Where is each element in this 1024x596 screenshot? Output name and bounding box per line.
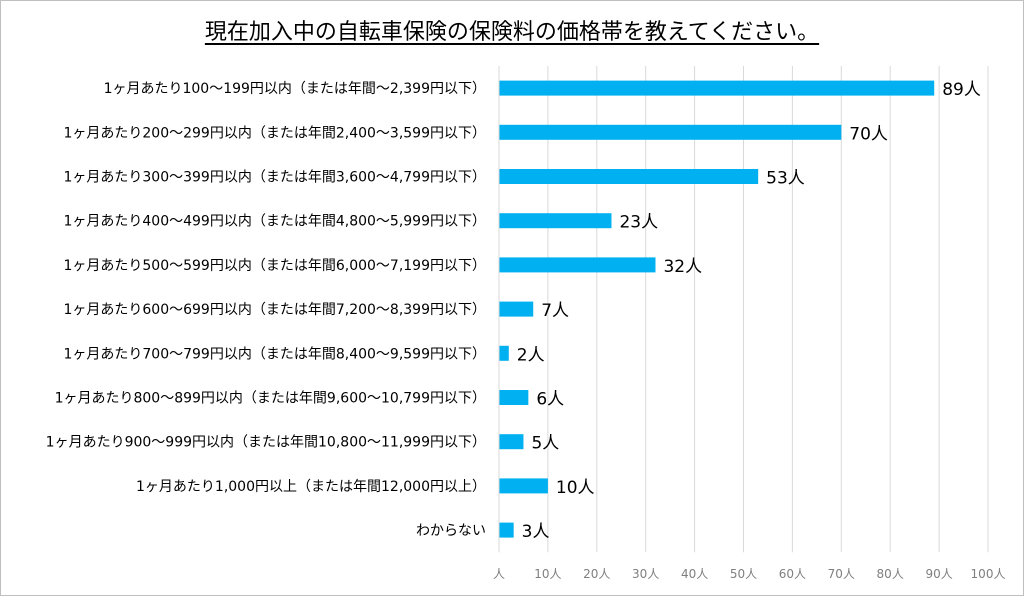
data-label: 2人 xyxy=(517,345,545,365)
x-tick-label: 80人 xyxy=(877,567,904,581)
bar xyxy=(499,345,509,361)
data-label: 32人 xyxy=(663,257,702,277)
x-tick-label: 10人 xyxy=(534,567,561,581)
bar xyxy=(499,301,534,317)
category-label: 1ヶ月あたり200〜299円以内（または年間2,400〜3,599円以下） xyxy=(63,125,486,141)
data-label: 53人 xyxy=(766,169,805,189)
category-label: 1ヶ月あたり500〜599円以内（または年間6,000〜7,199円以下） xyxy=(63,258,486,274)
bar xyxy=(499,390,529,405)
x-tick-label: 40人 xyxy=(681,567,708,581)
data-label: 3人 xyxy=(522,522,550,542)
category-label: 1ヶ月あたり900〜999円以内（または年間10,800〜11,999円以下） xyxy=(46,435,486,451)
data-label: 7人 xyxy=(541,301,569,321)
bar xyxy=(499,478,548,494)
bar xyxy=(499,522,514,538)
data-label: 70人 xyxy=(849,124,888,144)
x-tick-label: 30人 xyxy=(632,567,659,581)
category-label: 1ヶ月あたり600〜699円以内（または年間7,200〜8,399円以下） xyxy=(63,302,486,318)
category-label: 1ヶ月あたり800〜899円以内（または年間9,600〜10,799円以下） xyxy=(55,391,486,407)
category-label: わからない xyxy=(416,523,486,539)
x-tick-label: 70人 xyxy=(828,567,855,581)
bar xyxy=(499,257,656,273)
data-label: 5人 xyxy=(531,434,559,454)
data-label: 23人 xyxy=(619,213,658,233)
x-tick-label: 100人 xyxy=(971,567,1006,581)
bar xyxy=(499,169,759,184)
x-tick-label: 20人 xyxy=(583,567,610,581)
chart-title: 現在加入中の自転車保険の保険料の価格帯を教えてください。 xyxy=(204,20,820,45)
data-label: 10人 xyxy=(556,478,595,498)
bar xyxy=(499,80,935,96)
category-label: 1ヶ月あたり400〜499円以内（または年間4,800〜5,999円以下） xyxy=(63,214,486,230)
x-tick-label: 60人 xyxy=(779,567,806,581)
category-label: 1ヶ月あたり700〜799円以内（または年間8,400〜9,599円以下） xyxy=(63,346,486,362)
bar xyxy=(499,434,524,450)
x-tick-label: 50人 xyxy=(730,567,757,581)
x-tick-label: 人 xyxy=(493,567,505,581)
bar xyxy=(499,213,612,229)
bar xyxy=(499,124,842,140)
category-label: 1ヶ月あたり300〜399円以内（または年間3,600〜4,799円以下） xyxy=(63,170,486,186)
category-label: 1ヶ月あたり100〜199円以内（または年間〜2,399円以下） xyxy=(104,81,486,97)
category-label: 1ヶ月あたり1,000円以上（または年間12,000円以上） xyxy=(136,479,486,495)
data-label: 89人 xyxy=(942,80,981,100)
x-tick-label: 90人 xyxy=(925,567,952,581)
data-label: 6人 xyxy=(536,390,564,410)
